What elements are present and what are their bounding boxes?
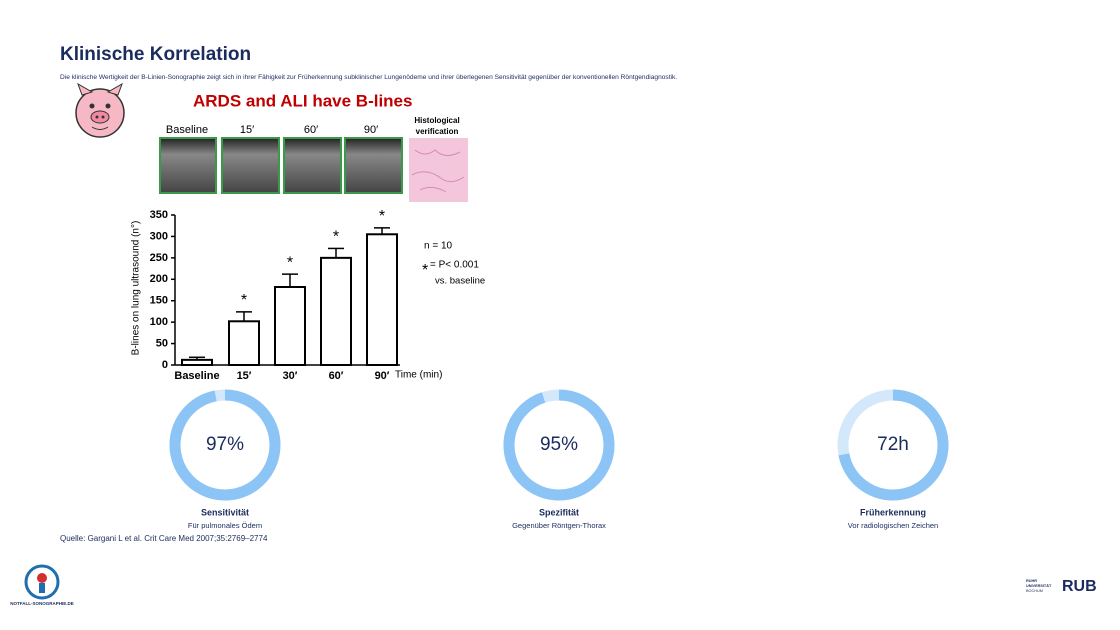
logo-right: RUB — [1062, 578, 1097, 595]
image-label: 90′ — [364, 124, 378, 136]
image-label: Baseline — [166, 124, 208, 136]
logo-right-small: RUHR — [1026, 579, 1037, 583]
figure-title: ARDS and ALI have B-lines — [193, 91, 412, 110]
image-label: 60′ — [304, 124, 318, 136]
gauge-arc — [169, 389, 281, 501]
x-tick-label: 60′ — [329, 370, 344, 382]
gauge-value: 95% — [540, 434, 578, 455]
title: Klinische Korrelation — [60, 44, 251, 65]
logo-left — [24, 564, 60, 600]
x-axis-label: Time (min) — [395, 370, 442, 381]
x-tick-label: 90′ — [375, 370, 390, 382]
image-label: 15′ — [240, 124, 254, 136]
logo-right-small: BOCHUM — [1026, 589, 1043, 593]
gauge-label: Sensitivität — [201, 507, 249, 517]
annotation: vs. baseline — [435, 276, 485, 287]
source: Quelle: Gargani L et al. Crit Care Med 2… — [60, 534, 268, 543]
gauge-value: 97% — [206, 434, 244, 455]
gauge-label: Früherkennung — [860, 507, 926, 517]
significance-star: * — [333, 229, 339, 246]
bar — [366, 233, 398, 366]
significance-star: * — [379, 208, 385, 225]
bar — [274, 286, 306, 366]
gauge-sublabel: Für pulmonales Ödem — [188, 521, 262, 530]
gauge-value: 72h — [877, 434, 909, 455]
significance-star: * — [287, 254, 293, 271]
annotation: n = 10 — [424, 241, 453, 252]
bar — [320, 256, 352, 367]
y-axis-label: B-lines on lung ultrasound (n°) — [131, 221, 142, 356]
x-tick-label: 15′ — [237, 370, 252, 382]
gauge-arc — [838, 389, 949, 501]
y-tick-label: 150 — [150, 295, 168, 307]
y-tick-label: 100 — [150, 316, 168, 328]
bar — [181, 358, 213, 367]
x-tick-label: 30′ — [283, 370, 298, 382]
y-tick-label: 0 — [162, 359, 168, 371]
y-tick-label: 50 — [156, 337, 168, 349]
histology-label: verification — [416, 127, 459, 136]
histology-label: Histological — [414, 116, 459, 125]
subtitle: Die klinische Wertigkeit der B-Linien-So… — [60, 74, 677, 81]
x-tick-label: Baseline — [174, 370, 219, 382]
logo-left-text: NOTFALL-SONOGRAPHIE.DE — [10, 601, 74, 606]
gauge-label: Spezifität — [539, 507, 579, 517]
y-tick-label: 200 — [150, 273, 168, 285]
ultrasound-images — [159, 137, 468, 202]
bar — [228, 320, 260, 366]
y-tick-label: 250 — [150, 252, 168, 264]
annotation: * — [422, 262, 428, 279]
y-tick-label: 300 — [150, 230, 168, 242]
y-tick-label: 350 — [150, 209, 168, 221]
annotation: = P< 0.001 — [430, 260, 479, 271]
gauge-sublabel: Gegenüber Röntgen-Thorax — [512, 521, 606, 530]
logo-right-small: UNIVERSITÄT — [1026, 584, 1052, 588]
pig-icon — [75, 82, 125, 138]
gauge-arc — [503, 389, 615, 501]
significance-star: * — [241, 292, 247, 309]
gauge-sublabel: Vor radiologischen Zeichen — [848, 521, 938, 530]
